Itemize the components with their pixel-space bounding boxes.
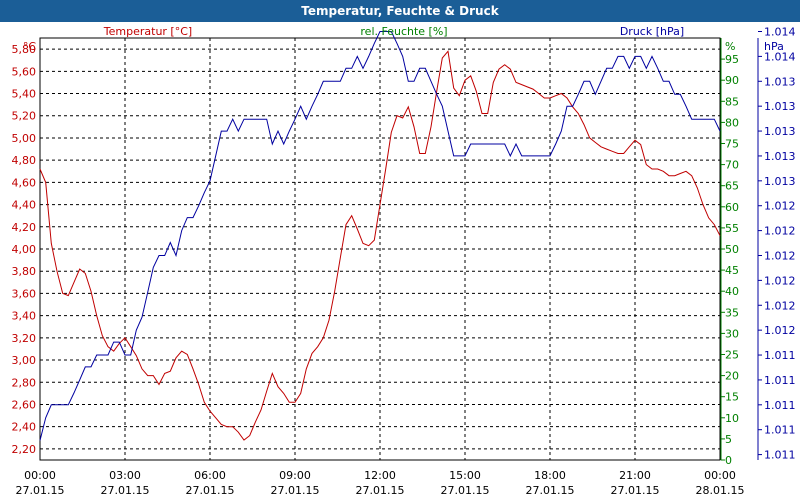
x-tick-time: 03:00 — [109, 469, 141, 482]
x-tick-time: 12:00 — [364, 469, 396, 482]
pressure-tick-label: 1.011 — [764, 424, 796, 437]
humidity-tick-label: 80 — [725, 116, 739, 129]
temp-tick-label: 4,00 — [12, 243, 37, 256]
humidity-tick-label: 5 — [725, 433, 732, 446]
humidity-axis-title: rel. Feuchte [%] — [360, 25, 447, 38]
pressure-tick-label: 1.012 — [764, 200, 796, 213]
pressure-tick-label: 1.011 — [764, 449, 796, 462]
humidity-tick-label: 75 — [725, 138, 739, 151]
pressure-tick-label: 1.011 — [764, 349, 796, 362]
temp-tick-label: 5,40 — [12, 88, 37, 101]
temp-tick-label: 4,80 — [12, 154, 37, 167]
pressure-unit-label: hPa — [764, 40, 784, 53]
x-tick-time: 15:00 — [449, 469, 481, 482]
temp-tick-label: 2,60 — [12, 398, 37, 411]
temp-tick-label: 3,80 — [12, 265, 37, 278]
series-layer — [39, 31, 721, 441]
pressure-axis-title: Druck [hPa] — [620, 25, 684, 38]
humidity-tick-label: 65 — [725, 180, 739, 193]
humidity-tick-label: 55 — [725, 222, 739, 235]
x-tick-date: 27.01.15 — [356, 484, 405, 497]
temp-tick-label: 5,00 — [12, 132, 37, 145]
x-tick-time: 21:00 — [619, 469, 651, 482]
pressure-tick-label: 1.011 — [764, 399, 796, 412]
x-tick-date: 28.01.15 — [696, 484, 745, 497]
axes-layer: 2,20 2,40 2,60 2,80 3,00 3,20 3,40 3,60 3,80 4,00… — [12, 25, 796, 497]
temp-tick-label: 3,40 — [12, 310, 37, 323]
x-tick-date: 27.01.15 — [16, 484, 65, 497]
pressure-tick-label: 1.013 — [764, 175, 796, 188]
humidity-tick-label: 45 — [725, 264, 739, 277]
temp-tick-label: 2,40 — [12, 421, 37, 434]
temp-tick-label: 4,60 — [12, 176, 37, 189]
temp-tick-label: 5,80 — [12, 43, 37, 56]
temp-tick-label: 5,20 — [12, 110, 37, 123]
humidity-tick-label: 95 — [725, 53, 739, 66]
humidity-tick-label: 20 — [725, 370, 739, 383]
x-tick-date: 27.01.15 — [101, 484, 150, 497]
humidity-tick-label: 10 — [725, 412, 739, 425]
x-tick-time: 06:00 — [194, 469, 226, 482]
pressure-tick-label: 1.013 — [764, 100, 796, 113]
x-tick-date: 27.01.15 — [611, 484, 660, 497]
pressure-tick-label: 1.013 — [764, 75, 796, 88]
pressure-tick-label: 1.011 — [764, 374, 796, 387]
humidity-tick-label: 90 — [725, 74, 739, 87]
pressure-tick-label: 1.012 — [764, 324, 796, 337]
temp-tick-label: 4,20 — [12, 221, 37, 234]
humidity-tick-label: 60 — [725, 201, 739, 214]
humidity-tick-label: 15 — [725, 391, 739, 404]
temp-tick-label: 5,60 — [12, 65, 37, 78]
series-line-pressure — [39, 31, 721, 441]
pressure-tick-label: 1.013 — [764, 150, 796, 163]
temp-tick-label: 2,20 — [12, 443, 37, 456]
temp-tick-label: 2,80 — [12, 376, 37, 389]
chart-title: Temperatur, Feuchte & Druck — [0, 0, 800, 22]
x-tick-time: 18:00 — [534, 469, 566, 482]
pressure-tick-label: 1.012 — [764, 249, 796, 262]
pressure-tick-label: 1.012 — [764, 299, 796, 312]
temp-tick-label: 4,40 — [12, 199, 37, 212]
x-tick-time: 09:00 — [279, 469, 311, 482]
x-tick-date: 27.01.15 — [271, 484, 320, 497]
x-tick-date: 27.01.15 — [441, 484, 490, 497]
pressure-tick-label: 1.013 — [764, 125, 796, 138]
pressure-tick-label: 1.014 — [764, 26, 796, 39]
humidity-tick-label: 25 — [725, 349, 739, 362]
humidity-tick-label: 70 — [725, 159, 739, 172]
x-tick-time: 00:00 — [704, 469, 736, 482]
x-tick-time: 00:00 — [24, 469, 56, 482]
temp-tick-label: 3,00 — [12, 354, 37, 367]
humidity-tick-label: 40 — [725, 285, 739, 298]
humidity-tick-label: 50 — [725, 243, 739, 256]
grid — [40, 38, 720, 460]
x-tick-date: 27.01.15 — [526, 484, 575, 497]
pressure-tick-label: 1.012 — [764, 274, 796, 287]
pressure-tick-label: 1.014 — [764, 50, 796, 63]
temp-tick-label: 3,20 — [12, 332, 37, 345]
series-line-temperature — [39, 50, 721, 441]
humidity-tick-label: 0 — [725, 454, 732, 467]
temp-axis-title: Temperatur [°C] — [103, 25, 192, 38]
temp-unit-label: °C — [23, 40, 37, 53]
temp-tick-label: 3,60 — [12, 287, 37, 300]
humidity-tick-label: 30 — [725, 327, 739, 340]
pressure-tick-label: 1.012 — [764, 225, 796, 238]
humidity-tick-label: 35 — [725, 306, 739, 319]
humidity-unit-label: % — [725, 40, 735, 53]
humidity-tick-label: 85 — [725, 95, 739, 108]
x-tick-date: 27.01.15 — [186, 484, 235, 497]
